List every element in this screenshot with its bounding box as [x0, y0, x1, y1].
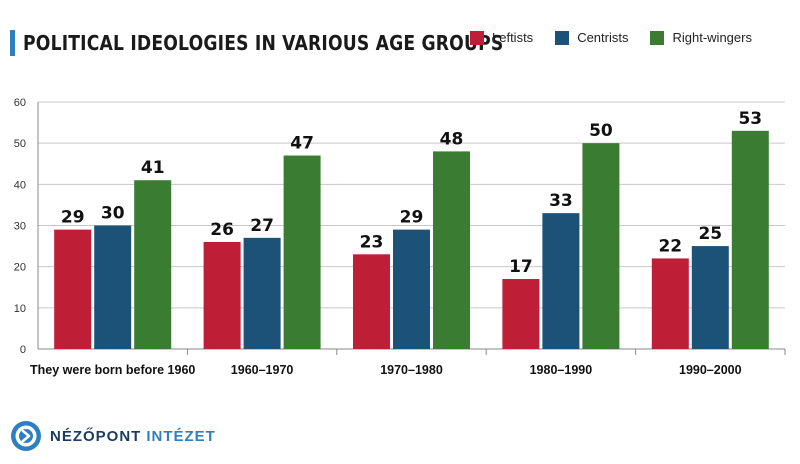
- brand-name-part1: NÉZŐPONT: [50, 427, 142, 445]
- data-label: 29: [400, 208, 424, 228]
- data-label: 29: [61, 208, 85, 228]
- data-label: 26: [210, 220, 234, 240]
- y-tick-label: 40: [14, 179, 26, 191]
- y-tick-label: 20: [14, 262, 26, 274]
- bar: [243, 237, 281, 349]
- x-category-label: 1970–1980: [380, 363, 443, 377]
- data-label: 53: [738, 109, 762, 129]
- x-category-label: 1990–2000: [679, 363, 742, 377]
- bar: [691, 246, 729, 349]
- data-label: 30: [101, 204, 125, 224]
- legend-label: Centrists: [577, 30, 629, 45]
- bar: [283, 155, 321, 349]
- y-tick-label: 0: [20, 344, 26, 356]
- chart-title: POLITICAL IDEOLOGIES IN VARIOUS AGE GROU…: [23, 31, 504, 55]
- bar: [502, 279, 540, 349]
- data-label: 25: [698, 224, 722, 244]
- y-tick-label: 50: [14, 138, 26, 150]
- data-label: 17: [509, 257, 533, 277]
- x-category-label: 1980–1990: [530, 363, 593, 377]
- y-tick-label: 10: [14, 303, 26, 315]
- bar: [353, 254, 390, 349]
- legend-swatch: [650, 30, 665, 45]
- legend-item-1: Centrists: [555, 30, 628, 45]
- bar: [542, 213, 580, 349]
- bar: [582, 143, 620, 349]
- brand-logo: NÉZŐPONT INTÉZET: [10, 420, 216, 452]
- legend-item-2: Right-wingers: [650, 30, 752, 45]
- data-label: 50: [589, 121, 613, 141]
- bar: [94, 225, 132, 349]
- data-label: 41: [141, 158, 165, 178]
- nezopont-logo-icon: [11, 421, 41, 451]
- bar: [731, 130, 769, 349]
- x-category-label: They were born before 1960: [30, 363, 195, 377]
- y-tick-label: 60: [14, 97, 26, 109]
- legend-label: Right-wingers: [672, 30, 752, 45]
- data-label: 23: [360, 232, 384, 252]
- data-label: 47: [290, 134, 314, 154]
- bar: [651, 258, 689, 349]
- data-label: 33: [549, 191, 573, 211]
- data-label: 27: [250, 216, 274, 236]
- chart-legend: Leftists Centrists Right-wingers: [470, 30, 774, 45]
- bar: [54, 229, 92, 349]
- brand-name: NÉZŐPONT INTÉZET: [50, 428, 216, 445]
- legend-swatch: [555, 30, 570, 45]
- bar: [393, 229, 430, 349]
- legend-label: Leftists: [492, 30, 534, 45]
- data-label: 48: [440, 129, 464, 149]
- bar: [134, 180, 172, 349]
- data-label: 22: [658, 236, 682, 256]
- legend-item-0: Leftists: [470, 30, 533, 45]
- x-category-label: 1960–1970: [231, 363, 294, 377]
- bar: [203, 241, 241, 349]
- brand-name-part2: INTÉZET: [146, 427, 216, 445]
- title-accent-bar: [10, 30, 15, 56]
- legend-swatch: [470, 30, 484, 45]
- bar: [433, 151, 470, 349]
- title-block: POLITICAL IDEOLOGIES IN VARIOUS AGE GROU…: [10, 30, 582, 56]
- y-tick-label: 30: [14, 221, 26, 233]
